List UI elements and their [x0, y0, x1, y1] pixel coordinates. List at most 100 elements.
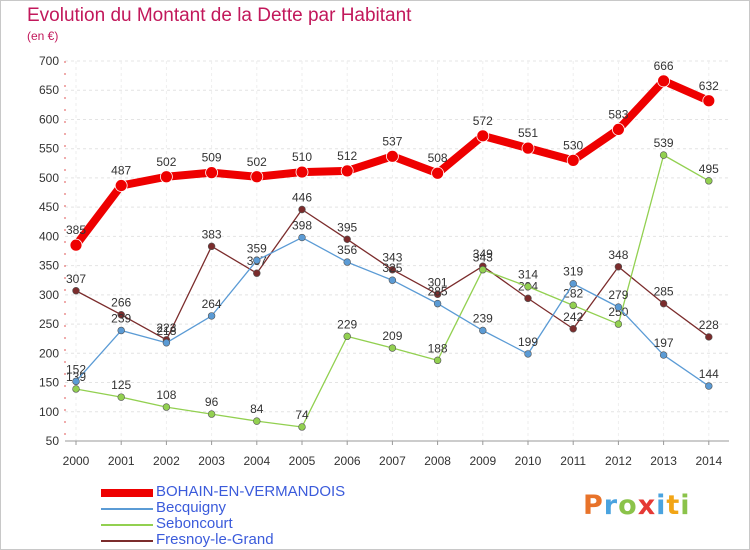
point-seboncourt-2011 — [569, 301, 577, 310]
data-label-bohain-en-vermandois-2004: 502 — [247, 155, 267, 169]
legend-swatch-bohain-en-vermandois — [101, 489, 153, 497]
data-label-fresnoy-le-grand-2006: 395 — [337, 220, 357, 234]
data-label-fresnoy-le-grand-2007: 343 — [382, 251, 402, 265]
data-label-seboncourt-2005: 74 — [295, 408, 309, 422]
data-label-becquigny-2004: 359 — [247, 241, 267, 255]
y-tick-label-350: 350 — [39, 259, 59, 273]
data-label-bohain-en-vermandois-2012: 583 — [608, 107, 628, 121]
data-label-bohain-en-vermandois-2009: 572 — [473, 114, 493, 128]
logo-letter-5: t — [666, 490, 681, 521]
y-tick-label-300: 300 — [39, 288, 59, 302]
x-tick-label-2009: 2009 — [469, 454, 496, 468]
point-bohain-en-vermandois-2010 — [521, 141, 535, 155]
data-label-bohain-en-vermandois-2010: 551 — [518, 126, 538, 140]
data-label-bohain-en-vermandois-2008: 508 — [428, 151, 448, 165]
point-seboncourt-2010 — [524, 282, 532, 291]
legend-label-becquigny: Becquigny — [156, 499, 227, 516]
point-bohain-en-vermandois-2004 — [250, 170, 264, 184]
y-tick-label-100: 100 — [39, 405, 59, 419]
point-fresnoy-le-grand-2012 — [614, 263, 623, 271]
point-fresnoy-le-grand-2000 — [72, 287, 80, 295]
point-bohain-en-vermandois-2014 — [702, 94, 716, 108]
data-label-becquigny-2005: 398 — [292, 219, 312, 233]
data-label-seboncourt-2007: 209 — [382, 329, 402, 343]
x-tick-label-2008: 2008 — [424, 454, 451, 468]
x-tick-label-2013: 2013 — [650, 454, 677, 468]
point-becquigny-2009 — [479, 326, 487, 335]
point-becquigny-2000 — [72, 377, 80, 386]
point-fresnoy-le-grand-2014 — [705, 333, 713, 341]
data-label-becquigny-2003: 264 — [202, 297, 222, 311]
x-tick-label-2012: 2012 — [605, 454, 632, 468]
data-label-fresnoy-le-grand-2001: 266 — [111, 296, 131, 310]
y-tick-label-600: 600 — [39, 112, 59, 126]
data-label-becquigny-2011: 319 — [563, 265, 583, 279]
point-becquigny-2002 — [162, 339, 171, 347]
point-seboncourt-2007 — [388, 344, 397, 352]
point-bohain-en-vermandois-2003 — [205, 166, 219, 180]
point-becquigny-2001 — [117, 326, 125, 335]
data-label-seboncourt-2013: 539 — [654, 136, 674, 150]
y-tick-label-650: 650 — [39, 83, 59, 97]
legend-label-fresnoy-le-grand: Fresnoy-le-Grand — [156, 531, 274, 548]
y-tick-label-700: 700 — [39, 54, 59, 68]
point-seboncourt-2002 — [162, 403, 171, 411]
logo-letter-6: i — [680, 490, 691, 521]
point-seboncourt-2012 — [614, 320, 623, 328]
data-label-bohain-en-vermandois-2013: 666 — [654, 59, 674, 73]
point-becquigny-2004 — [253, 256, 261, 265]
data-label-seboncourt-2004: 84 — [250, 402, 264, 416]
x-tick-label-2003: 2003 — [198, 454, 225, 468]
point-fresnoy-le-grand-2008 — [433, 290, 442, 298]
data-label-seboncourt-2010: 314 — [518, 268, 538, 282]
point-seboncourt-2001 — [117, 393, 125, 401]
data-label-fresnoy-le-grand-2002: 223 — [156, 321, 176, 335]
point-seboncourt-2006 — [343, 332, 351, 341]
data-label-becquigny-2013: 197 — [654, 336, 674, 350]
x-tick-label-2004: 2004 — [243, 454, 270, 468]
point-bohain-en-vermandois-2000 — [69, 238, 83, 252]
data-label-fresnoy-le-grand-2014: 228 — [699, 318, 719, 332]
point-bohain-en-vermandois-2005 — [295, 165, 309, 179]
point-becquigny-2014 — [705, 382, 713, 390]
data-label-seboncourt-2009: 343 — [473, 251, 493, 265]
legend-label-bohain-en-vermandois: BOHAIN-EN-VERMANDOIS — [156, 483, 346, 500]
point-bohain-en-vermandois-2011 — [566, 153, 580, 167]
data-label-fresnoy-le-grand-2003: 383 — [202, 227, 222, 241]
point-bohain-en-vermandois-2008 — [431, 166, 445, 180]
data-label-fresnoy-le-grand-2012: 348 — [608, 248, 628, 262]
data-label-seboncourt-2006: 229 — [337, 317, 357, 331]
point-fresnoy-le-grand-2005 — [298, 205, 306, 214]
data-label-bohain-en-vermandois-2002: 502 — [156, 155, 176, 169]
legend-swatch-fresnoy-le-grand — [101, 540, 153, 542]
chart-title: Evolution du Montant de la Dette par Hab… — [27, 5, 412, 26]
data-label-seboncourt-2012: 250 — [608, 305, 628, 319]
x-tick-label-2002: 2002 — [153, 454, 180, 468]
y-tick-label-400: 400 — [39, 229, 59, 243]
point-becquigny-2010 — [524, 350, 532, 358]
y-tick-label-450: 450 — [39, 200, 59, 214]
point-fresnoy-le-grand-2013 — [659, 299, 668, 308]
data-label-bohain-en-vermandois-2005: 510 — [292, 150, 312, 164]
y-tick-label-150: 150 — [39, 376, 59, 390]
data-label-seboncourt-2003: 96 — [205, 395, 219, 409]
y-tick-label-250: 250 — [39, 317, 59, 331]
y-tick-label-550: 550 — [39, 142, 59, 156]
data-label-seboncourt-2011: 282 — [563, 286, 583, 300]
point-becquigny-2006 — [343, 258, 351, 266]
point-fresnoy-le-grand-2011 — [569, 325, 577, 333]
data-label-seboncourt-2014: 495 — [699, 162, 719, 176]
data-label-seboncourt-2000: 139 — [66, 370, 86, 384]
data-label-bohain-en-vermandois-2014: 632 — [699, 79, 719, 93]
data-label-bohain-en-vermandois-2007: 537 — [382, 134, 402, 148]
data-label-bohain-en-vermandois-2003: 509 — [202, 151, 222, 165]
point-fresnoy-le-grand-2010 — [524, 294, 532, 303]
data-label-fresnoy-le-grand-2013: 285 — [654, 285, 674, 299]
data-label-becquigny-2007: 325 — [382, 261, 402, 275]
data-label-bohain-en-vermandois-2000: 385 — [66, 223, 86, 237]
chart-subtitle: (en €) — [27, 29, 59, 43]
point-seboncourt-2003 — [207, 410, 216, 418]
x-tick-label-2001: 2001 — [108, 454, 135, 468]
